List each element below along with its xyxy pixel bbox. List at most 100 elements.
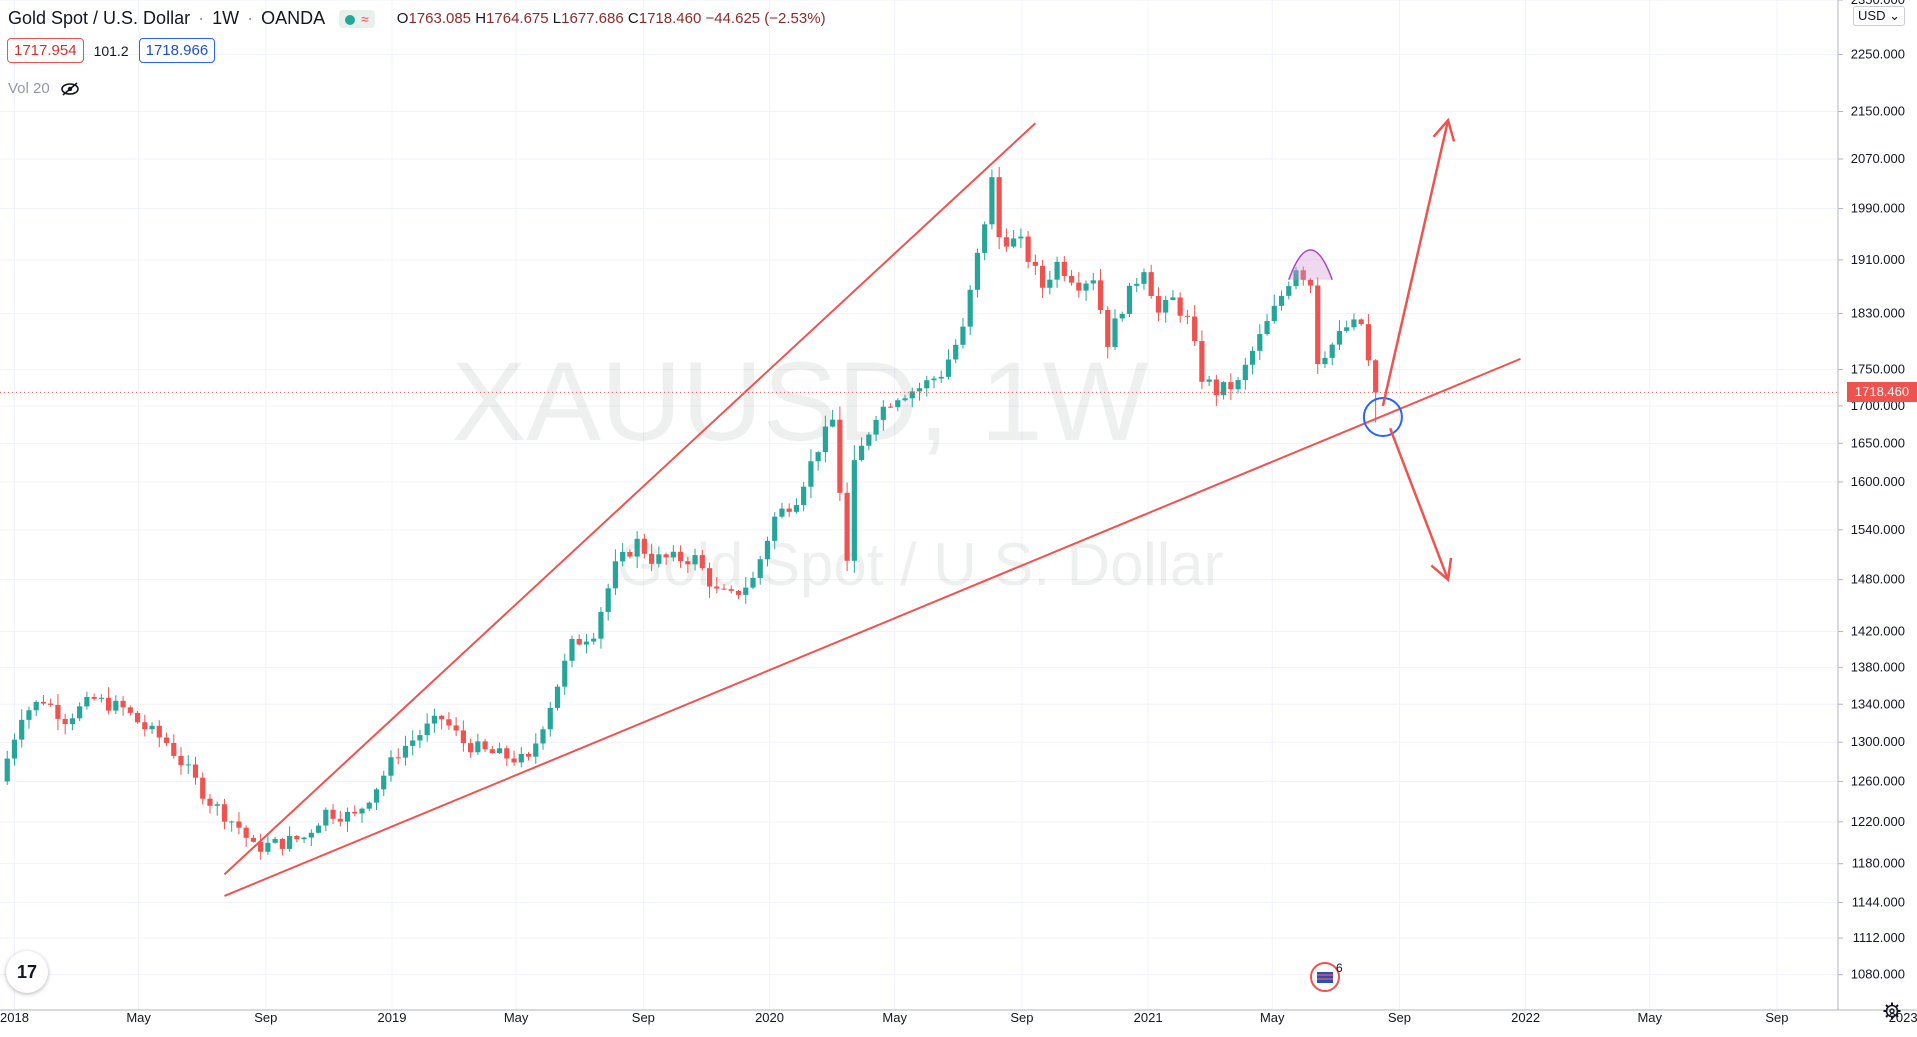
- arrow-down-head: [1430, 557, 1453, 583]
- x-tick-label: May: [882, 1010, 907, 1025]
- candle-body: [1076, 282, 1082, 291]
- candle-body: [1047, 279, 1053, 288]
- candle-body: [670, 551, 676, 558]
- candle-body: [1300, 270, 1306, 280]
- candles: [4, 166, 1379, 860]
- bid-price-button[interactable]: 1717.954: [7, 38, 84, 63]
- interval-label[interactable]: 1W: [212, 8, 240, 28]
- candle-body: [1170, 297, 1176, 301]
- y-tick-label: 1144.000: [1852, 895, 1905, 910]
- candle-body: [395, 757, 401, 759]
- watermark-ticker: XAUUSD, 1W: [452, 339, 1149, 464]
- candle-body: [895, 400, 901, 408]
- y-tick-label: 1220.000: [1851, 814, 1905, 829]
- y-tick-label: 1260.000: [1851, 773, 1905, 788]
- candle-body: [989, 177, 995, 225]
- candle-body: [1351, 319, 1357, 328]
- candle-body: [953, 344, 959, 360]
- candle-body: [1242, 364, 1248, 381]
- candle-body: [583, 641, 590, 645]
- candle-body: [960, 326, 966, 345]
- candle-body: [91, 696, 97, 699]
- event-badge-count: 6: [1336, 961, 1343, 975]
- candle-body: [1040, 265, 1046, 288]
- x-tick-label: 2022: [1511, 1010, 1540, 1025]
- candle-body: [764, 540, 771, 560]
- candle-body: [1018, 236, 1024, 239]
- gear-icon[interactable]: [1883, 1002, 1901, 1020]
- status-indicators[interactable]: ≈: [339, 9, 375, 28]
- candle-body: [916, 388, 923, 392]
- drawings[interactable]: [0, 117, 1838, 897]
- candle-body: [1307, 279, 1314, 286]
- candle-body: [1148, 272, 1154, 297]
- candle-body: [880, 406, 886, 420]
- candle-body: [1083, 283, 1089, 291]
- candle-body: [721, 588, 727, 590]
- last-price-tag: 1718.460: [1847, 382, 1917, 403]
- candle-body: [1373, 360, 1379, 393]
- candle-body: [19, 719, 25, 740]
- candle-body: [439, 715, 445, 720]
- symbol-title[interactable]: Gold Spot / U.S. Dollar: [8, 8, 191, 28]
- ohlc-values: O1763.085 H1764.675 L1677.686 C1718.460 …: [396, 10, 826, 27]
- separator-dot: ·: [247, 8, 254, 28]
- candle-body: [699, 555, 705, 569]
- arrow-up-head: [1432, 117, 1456, 142]
- x-tick-label: 2019: [378, 1010, 407, 1025]
- tradingview-logo[interactable]: 17: [6, 951, 48, 993]
- currency-dropdown[interactable]: USD ⌄: [1853, 6, 1905, 26]
- candle-body: [69, 718, 76, 725]
- candle-body: [706, 568, 713, 587]
- candle-body: [229, 821, 235, 823]
- ask-price-button[interactable]: 1718.966: [138, 38, 216, 63]
- candle-body: [301, 837, 307, 840]
- candle-body: [1293, 270, 1299, 287]
- candle-body: [1322, 357, 1328, 365]
- candle-body: [1206, 379, 1212, 382]
- candle-body: [294, 835, 300, 840]
- volume-label: Vol 20: [8, 80, 50, 97]
- chart-grid: [0, 0, 1838, 1010]
- candle-body: [55, 704, 61, 719]
- candle-body: [1177, 297, 1183, 316]
- candle-body: [547, 707, 553, 730]
- candle-body: [185, 764, 191, 766]
- candle-body: [4, 758, 10, 782]
- x-tick-label: Sep: [1010, 1010, 1033, 1025]
- eye-hidden-icon[interactable]: [60, 81, 80, 96]
- candle-body: [793, 505, 800, 512]
- x-tick-label: 2018: [0, 1010, 29, 1025]
- candle-body: [837, 419, 843, 493]
- candle-body: [1155, 296, 1162, 313]
- candle-body: [388, 757, 394, 776]
- candle-body: [424, 723, 430, 736]
- candle-body: [634, 538, 640, 557]
- candle-body: [1286, 286, 1292, 296]
- candle-body: [84, 696, 90, 707]
- candle-body: [1134, 283, 1140, 286]
- wave-icon: ≈: [361, 10, 369, 27]
- candle-body: [1126, 285, 1133, 314]
- candle-body: [569, 638, 575, 661]
- x-tick-label: 2020: [755, 1010, 784, 1025]
- candle-body: [1003, 237, 1010, 247]
- watermark-description: Gold Spot / U.S. Dollar: [617, 531, 1224, 598]
- candle-body: [337, 818, 343, 822]
- candle-body: [352, 811, 358, 814]
- event-badge[interactable]: 6: [1310, 961, 1343, 992]
- candle-body: [504, 748, 510, 759]
- candle-body: [844, 492, 850, 561]
- candle-body: [475, 741, 481, 753]
- candle-body: [525, 753, 532, 757]
- candle-body: [366, 802, 372, 809]
- candle-body: [677, 551, 684, 562]
- candle-body: [359, 808, 365, 814]
- candle-body: [1025, 236, 1031, 262]
- candle-body: [692, 555, 698, 565]
- candle-body: [663, 554, 669, 558]
- candle-body: [330, 809, 336, 819]
- candle-body: [120, 700, 126, 708]
